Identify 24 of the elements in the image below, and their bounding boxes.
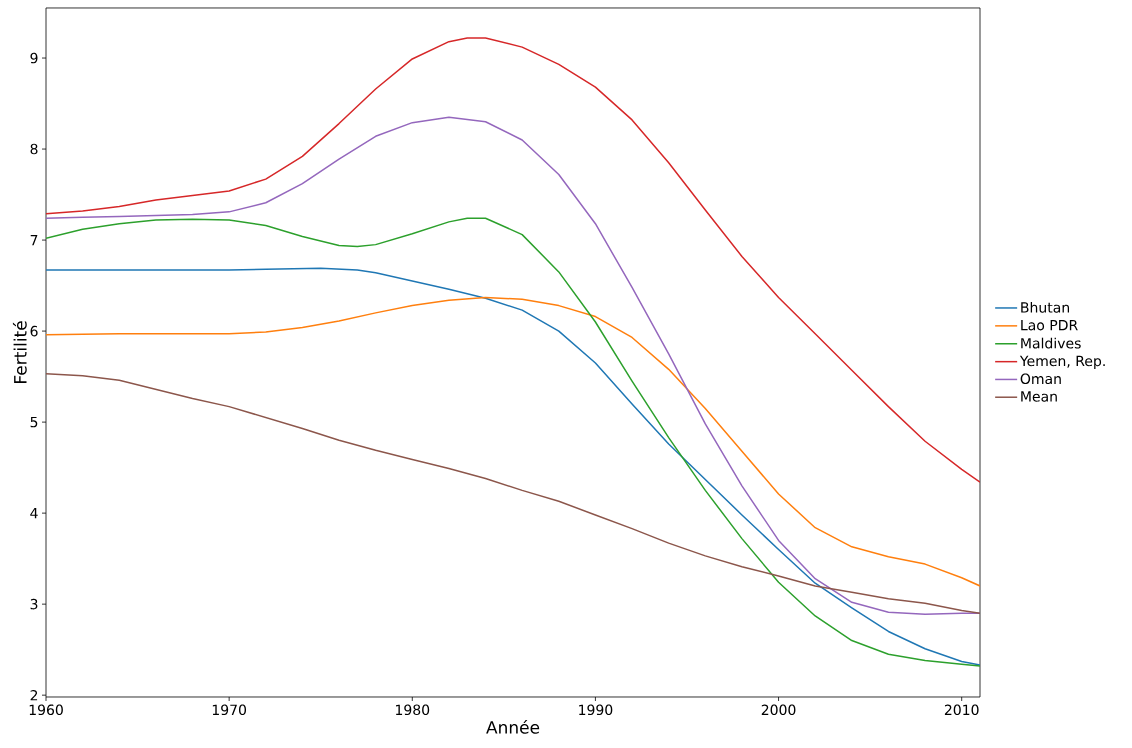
x-tick-label: 2000: [761, 704, 796, 716]
y-tick-label: 2: [30, 689, 38, 701]
y-axis-title: Fertilité: [12, 321, 27, 383]
y-tick-label: 6: [30, 325, 38, 337]
line-series: [46, 37, 981, 483]
y-tick-label: 3: [30, 598, 38, 610]
legend-label: Oman: [1020, 373, 1061, 385]
y-tick-label: 8: [30, 143, 38, 155]
x-tick-label: 1990: [579, 704, 613, 716]
y-tick-label: 5: [30, 416, 38, 428]
line-series: [46, 296, 981, 587]
legend-label: Bhutan: [1021, 301, 1069, 313]
x-tick-label: 1960: [29, 704, 63, 716]
y-tick-label: 9: [30, 52, 38, 64]
x-tick-label: 1970: [212, 704, 247, 716]
legend-label: Maldives: [1021, 337, 1081, 349]
legend-label: Lao PDR: [1021, 320, 1078, 331]
y-tick-label: 4: [30, 508, 38, 519]
x-tick-label: 1980: [396, 704, 430, 716]
legend-label: Mean: [1021, 391, 1057, 402]
x-tick-label: 2010: [944, 704, 979, 716]
x-axis-title: Année: [486, 719, 540, 734]
legend-label: Yemen, Rep.: [1019, 355, 1105, 369]
y-tick-label: 7: [30, 234, 38, 246]
